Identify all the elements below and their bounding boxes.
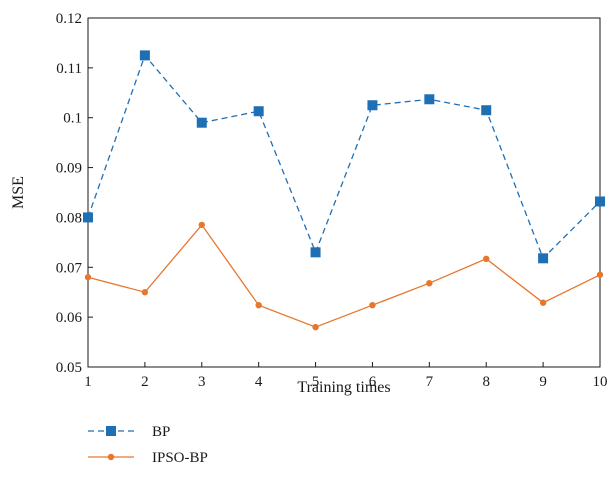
data-point-bp — [481, 105, 492, 116]
series-layer — [83, 50, 605, 331]
legend: BP IPSO-BP — [88, 424, 208, 466]
data-point-bp — [196, 117, 207, 128]
data-point-ipso-bp — [369, 301, 376, 309]
data-point-ipso-bp — [539, 299, 547, 306]
y-tick-label: 0.08 — [56, 210, 82, 226]
y-tick-label: 0.12 — [56, 11, 82, 27]
data-point-ipso-bp — [198, 221, 205, 229]
x-tick-label: 2 — [141, 374, 149, 390]
data-point-bp — [595, 196, 605, 207]
x-tick-label: 8 — [482, 374, 490, 390]
data-point-ipso-bp — [255, 301, 262, 309]
data-point-bp — [253, 106, 264, 117]
y-tick-label: 0.07 — [56, 260, 83, 276]
x-tick-label: 9 — [539, 374, 547, 390]
data-point-ipso-bp — [426, 280, 433, 287]
data-point-bp — [367, 100, 378, 111]
data-point-ipso-bp — [312, 323, 319, 331]
y-tick-label: 0.05 — [56, 360, 82, 376]
data-point-ipso-bp — [483, 255, 490, 263]
data-point-bp — [139, 50, 150, 61]
data-point-bp — [424, 94, 435, 105]
x-tick-label: 4 — [255, 374, 263, 390]
x-axis: 1 2 3 4 5 6 7 8 9 10 — [84, 362, 608, 390]
data-point-ipso-bp — [141, 289, 149, 296]
data-point-bp — [310, 247, 321, 258]
y-tick-label: 0.1 — [63, 111, 82, 127]
y-axis: 0.05 0.06 0.07 0.08 0.09 0.1 0.11 0.12 — [56, 11, 93, 376]
y-tick-label: 0.11 — [56, 61, 82, 77]
x-axis-title: Training times — [297, 379, 390, 396]
plot-frame — [87, 17, 601, 368]
data-point-ipso-bp — [596, 271, 604, 278]
x-tick-label: 5 — [312, 374, 320, 390]
x-tick-label: 1 — [84, 374, 92, 390]
series-line-ipso-bp — [87, 223, 601, 328]
data-point-bp — [538, 253, 549, 264]
y-tick-label: 0.09 — [56, 161, 82, 177]
x-tick-label: 3 — [198, 374, 206, 390]
data-point-ipso-bp — [84, 274, 92, 281]
legend-marker-bp — [106, 426, 116, 436]
plot-border — [87, 17, 601, 368]
legend-label-bp: BP — [152, 424, 170, 440]
legend-label-ipso-bp: IPSO-BP — [152, 450, 208, 466]
series-line-bp — [87, 54, 601, 260]
legend-marker-ipso-bp — [107, 453, 115, 461]
y-axis-title: MSE — [10, 176, 27, 209]
y-tick-label: 0.06 — [56, 310, 83, 326]
x-tick-label: 7 — [426, 374, 434, 390]
data-point-bp — [83, 212, 93, 223]
x-tick-label: 6 — [369, 374, 377, 390]
x-tick-label: 10 — [593, 374, 608, 390]
